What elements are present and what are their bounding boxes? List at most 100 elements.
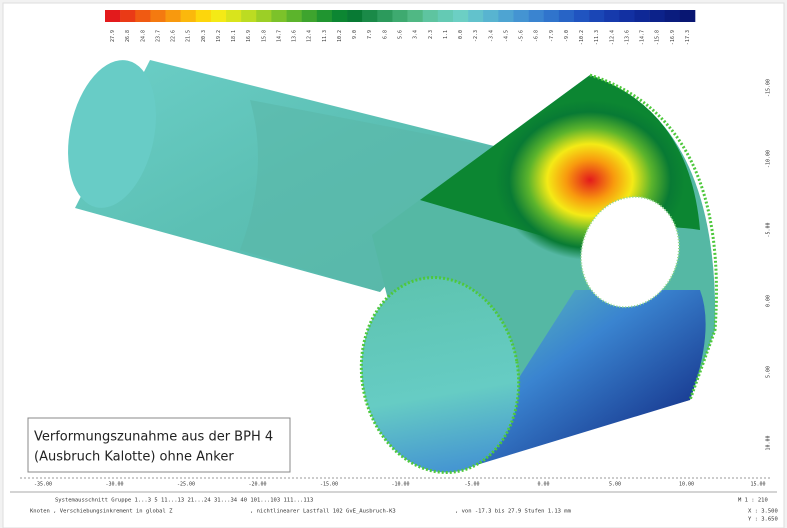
front-opening xyxy=(359,276,521,474)
legend-label: 9.0 xyxy=(352,30,358,39)
legend-label: 16.9 xyxy=(246,30,252,42)
cold-zone xyxy=(460,290,706,470)
legend-swatch xyxy=(226,10,242,22)
axis-label: 0.00 xyxy=(537,482,549,488)
axis-label: -25.00 xyxy=(177,482,195,488)
axis-label: 5.00 xyxy=(609,482,621,488)
caption: (Ausbruch Kalotte) ohne Anker xyxy=(34,450,234,465)
legend-swatch xyxy=(422,10,439,22)
legend-swatch xyxy=(468,10,484,22)
legend-swatch xyxy=(241,10,257,22)
legend-swatch xyxy=(407,10,423,22)
legend-swatch xyxy=(589,10,605,22)
bottom-axis: -35.00 -30.00 -25.00 -20.00 -15.00 -10.00 -5.0… xyxy=(34,482,766,488)
axis-label: -10.00 xyxy=(766,150,772,168)
legend-swatch xyxy=(195,10,212,22)
legend-label: 23.7 xyxy=(155,30,161,42)
legend-swatch xyxy=(649,10,666,22)
legend-swatch xyxy=(362,10,378,22)
legend-swatch xyxy=(286,10,302,22)
legend-swatch xyxy=(604,10,620,22)
legend-swatch xyxy=(135,10,151,22)
axis-label: -35.00 xyxy=(34,482,52,488)
legend-label: 26.8 xyxy=(125,30,131,42)
caption: Verformungszunahme aus der BPH 4 xyxy=(34,430,273,445)
axis-label: 5.00 xyxy=(766,366,772,378)
footer-text: , von -17.3 bis 27.9 Stufen 1.13 mm xyxy=(455,509,572,515)
legend-label: -11.3 xyxy=(594,30,600,45)
legend-label: 3.4 xyxy=(413,30,419,39)
legend-label: 5.6 xyxy=(398,30,404,39)
legend-label: -12.4 xyxy=(609,30,615,45)
axis-label: 15.00 xyxy=(750,482,765,488)
rim xyxy=(589,73,718,401)
legend-swatch xyxy=(528,10,545,22)
legend-swatch xyxy=(377,10,393,22)
legend-swatch xyxy=(483,10,499,22)
footer-text: Y : 3.650 xyxy=(748,517,778,523)
legend-label: 22.6 xyxy=(171,30,177,42)
legend-label: 6.8 xyxy=(382,30,388,39)
footer-text: X : 3.500 xyxy=(748,509,778,515)
shade xyxy=(240,100,510,292)
tunnel-end xyxy=(68,60,156,208)
legend-label: -9.0 xyxy=(564,30,570,42)
legend-label: -14.7 xyxy=(640,30,646,45)
legend-label: -10.2 xyxy=(579,30,585,45)
legend-swatch xyxy=(543,10,560,22)
legend-swatch xyxy=(165,10,181,22)
axis-label: -30.00 xyxy=(105,482,123,488)
legend-swatch xyxy=(619,10,635,22)
legend-label: -6.8 xyxy=(534,30,540,42)
legend-label: 13.6 xyxy=(292,30,298,42)
legend-swatch xyxy=(120,10,136,22)
legend-label: 27.9 xyxy=(110,30,116,42)
color-legend: 27.9 26.8 24.8 23.7 22.6 21.5 20.3 19.2 18.1 16.9… xyxy=(105,10,696,45)
footer-text: Systemausschnitt Gruppe 1...3 5 11...13 … xyxy=(55,498,313,504)
model xyxy=(68,60,718,474)
legend-label: 14.7 xyxy=(276,30,282,42)
legend-swatch xyxy=(452,10,469,22)
legend-swatch xyxy=(316,10,333,22)
axis-label: -20.00 xyxy=(248,482,266,488)
legend-swatch xyxy=(180,10,197,22)
legend-label: 24.8 xyxy=(140,30,146,42)
axis-label: -15.00 xyxy=(766,79,772,97)
legend-label: -17.3 xyxy=(685,30,691,45)
axis-label: -10.00 xyxy=(391,482,409,488)
legend-swatch xyxy=(392,10,408,22)
excavation-hole xyxy=(579,195,681,309)
legend-label: 0.0 xyxy=(458,30,464,39)
legend-label: -4.5 xyxy=(503,30,509,42)
legend-swatch xyxy=(558,10,575,22)
legend-label: -13.6 xyxy=(624,30,630,45)
legend-swatch xyxy=(664,10,681,22)
axis-label: 10.00 xyxy=(679,482,694,488)
legend-label: -3.4 xyxy=(488,30,494,42)
legend-label: 7.9 xyxy=(367,30,373,39)
legend-label: -16.9 xyxy=(670,30,676,45)
legend-label: 15.8 xyxy=(261,30,267,42)
legend-label: -5.6 xyxy=(519,30,525,42)
legend-swatch xyxy=(271,10,287,22)
legend-swatch xyxy=(331,10,348,22)
legend-swatch xyxy=(150,10,166,22)
legend-swatch xyxy=(301,10,318,22)
legend-swatch xyxy=(256,10,272,22)
legend-label: 2.3 xyxy=(428,30,434,39)
legend-label: -7.9 xyxy=(549,30,555,42)
caption-box xyxy=(27,417,291,473)
right-axis: -15.00 -10.00 -5.00 0.00 5.00 10.00 xyxy=(766,79,772,451)
footer-text: M 1 : 210 xyxy=(738,498,768,504)
legend-label: 21.5 xyxy=(186,30,192,42)
legend-label: -2.3 xyxy=(473,30,479,42)
legend-label: 19.2 xyxy=(216,30,222,42)
axis-label: 0.00 xyxy=(766,295,772,307)
footer-text: , nichtlinearer Lastfall 102 GvE_Ausbruc… xyxy=(250,509,396,515)
legend-swatch xyxy=(498,10,514,22)
axis-label: 10.00 xyxy=(766,435,772,450)
legend-label: -15.8 xyxy=(655,30,661,45)
legend-label: 10.2 xyxy=(337,30,343,42)
legend-swatch xyxy=(573,10,590,22)
